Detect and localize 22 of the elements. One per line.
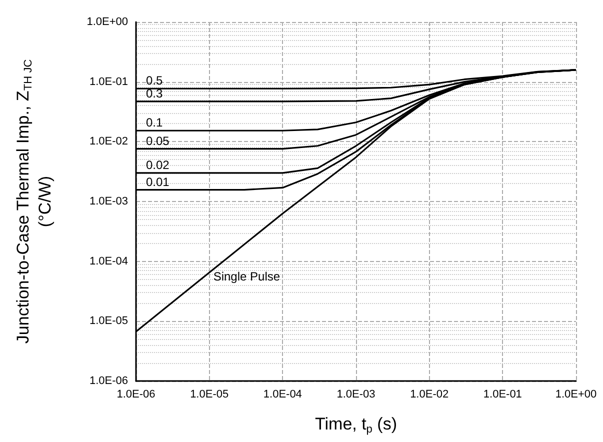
series-label: 0.3 (146, 86, 164, 100)
y-tick-label: 1.0E-01 (89, 76, 128, 88)
y-tick-label: 1.0E-05 (89, 315, 128, 328)
y-tick-label: 1.0E-03 (89, 196, 128, 208)
x-tick-label: 1.0E-03 (336, 388, 376, 400)
series-label: 0.01 (146, 174, 170, 189)
x-tick-label: 1.0E+00 (555, 388, 597, 400)
x-tick-label: 1.0E-06 (116, 388, 156, 400)
series-label: Single Pulse (213, 270, 280, 284)
y-tick-label: 1.0E-06 (89, 375, 128, 387)
x-tick-label: 1.0E-04 (263, 388, 302, 400)
series-label: 0.1 (146, 116, 164, 130)
y-tick-label: 1.0E-04 (89, 255, 128, 268)
series-label: 0.05 (146, 134, 170, 148)
y-tick-label: 1.0E-02 (89, 136, 128, 148)
series-label: 0.5 (146, 74, 164, 88)
x-tick-label: 1.0E-02 (410, 388, 449, 400)
y-tick-label: 1.0E+00 (86, 16, 128, 28)
x-tick-label: 1.0E-01 (483, 388, 522, 400)
series-label: 0.02 (146, 158, 170, 172)
x-tick-label: 1.0E-05 (190, 388, 229, 400)
text: Junction-to-Case Thermal Imp., ZTH JC (°C/W) (14, 59, 54, 344)
